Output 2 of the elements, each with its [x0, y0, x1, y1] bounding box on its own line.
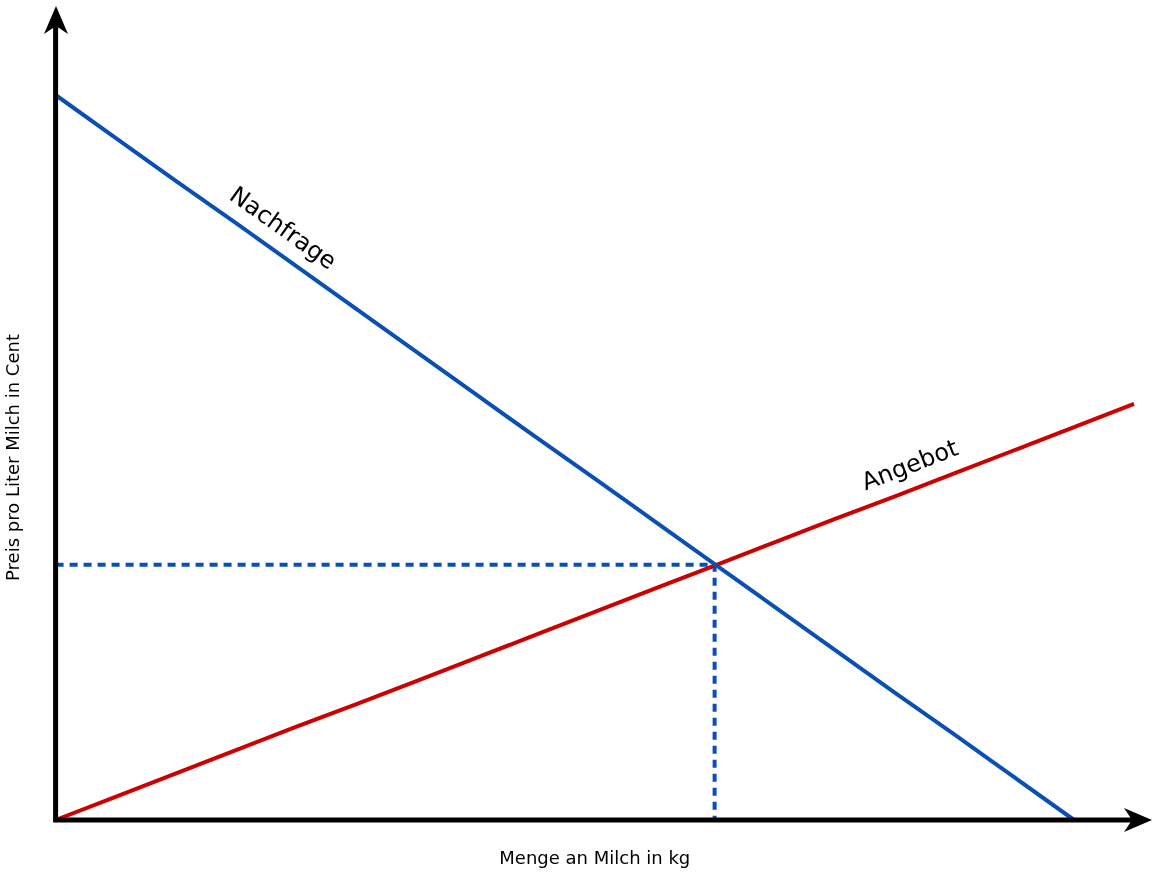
x-axis-title: Menge an Milch in kg: [499, 846, 691, 868]
y-axis-title: Preis pro Liter Milch in Cent: [2, 334, 24, 581]
